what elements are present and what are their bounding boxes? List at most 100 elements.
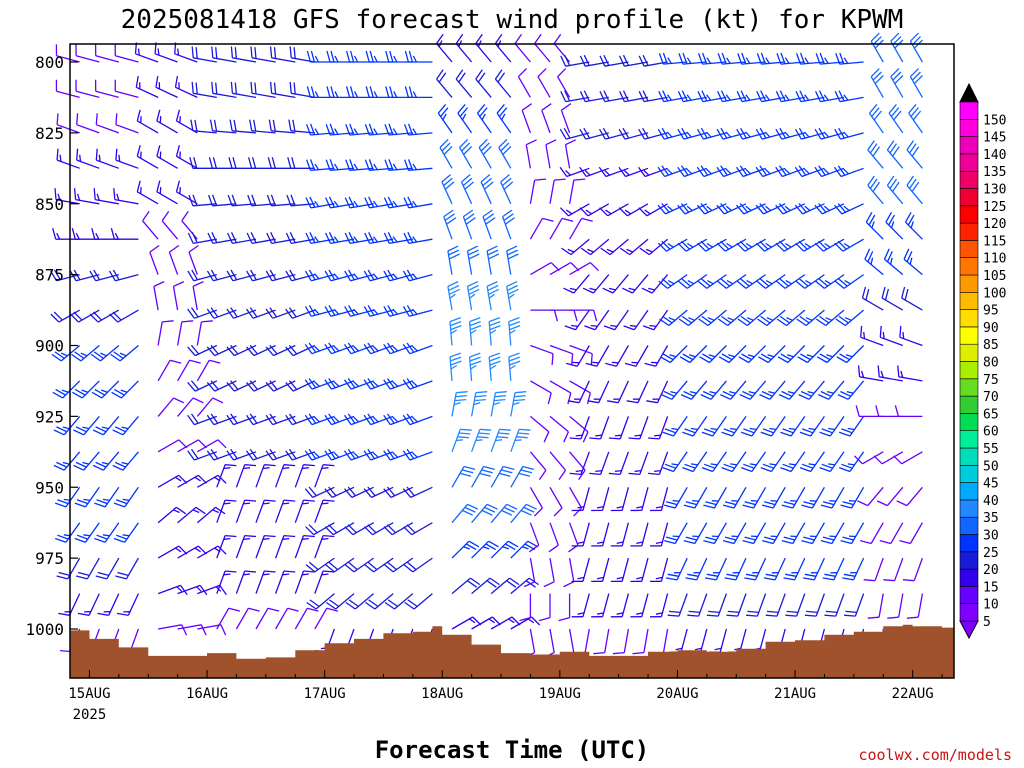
- wind-barb: [490, 503, 518, 524]
- wind-barb: [94, 486, 120, 508]
- wind-barb: [447, 281, 460, 311]
- wind-barb: [799, 416, 825, 437]
- wind-barb: [579, 127, 609, 140]
- colorbar-label: 100: [983, 286, 1006, 301]
- wind-barb: [796, 309, 825, 327]
- wind-barb: [564, 139, 577, 169]
- wind-barb: [230, 81, 257, 99]
- wind-barb: [175, 180, 198, 205]
- colorbar-max-arrow: [959, 82, 979, 103]
- colorbar-label: 125: [983, 200, 1006, 215]
- wind-barb: [896, 486, 923, 507]
- wind-barb: [815, 309, 845, 327]
- terrain-area: [70, 624, 954, 678]
- wind-barb: [112, 451, 139, 471]
- wind-barb: [175, 109, 198, 134]
- wind-barb: [157, 474, 188, 488]
- wind-barb: [508, 352, 521, 381]
- wind-barb: [475, 33, 492, 63]
- wind-barb: [161, 211, 179, 240]
- wind-barb: [436, 33, 453, 63]
- wind-barb: [468, 316, 482, 346]
- wind-barb: [881, 286, 904, 311]
- wind-barb: [510, 503, 537, 524]
- wind-barb: [174, 42, 198, 63]
- wind-barb: [648, 416, 669, 440]
- wind-barb: [314, 499, 335, 523]
- wind-barb: [569, 416, 590, 440]
- wind-barb: [678, 52, 707, 65]
- wind-barb: [115, 113, 139, 134]
- wind-barb: [844, 593, 865, 617]
- wind-barb: [443, 209, 457, 240]
- wind-barb: [857, 365, 884, 382]
- wind-barb: [97, 593, 120, 616]
- wind-barb: [525, 139, 537, 169]
- wind-barb: [255, 607, 280, 630]
- wind-barb: [216, 570, 237, 594]
- wind-barb: [680, 380, 708, 400]
- wind-barb: [701, 451, 727, 473]
- wind-barb: [699, 345, 727, 364]
- wind-barb: [383, 557, 414, 573]
- x-axis-label: Forecast Time (UTC): [375, 736, 650, 764]
- colorbar-swatch: [959, 464, 979, 483]
- wind-barb: [441, 174, 455, 205]
- colorbar-swatch: [959, 188, 979, 207]
- colorbar-swatch: [959, 499, 979, 518]
- wind-barb: [599, 203, 629, 217]
- wind-barb: [384, 593, 414, 610]
- wind-barb: [559, 127, 590, 140]
- x-tick-label: 20AUG: [656, 686, 698, 702]
- wind-barb: [488, 316, 501, 346]
- wind-barb: [756, 90, 786, 103]
- wind-barb: [599, 90, 629, 103]
- wind-barb: [860, 325, 884, 347]
- wind-barb: [646, 380, 669, 404]
- wind-barb: [736, 90, 766, 103]
- wind-barb: [530, 380, 552, 405]
- wind-barb: [870, 68, 884, 98]
- wind-barb: [490, 577, 520, 595]
- wind-barb: [274, 534, 296, 559]
- wind-barb: [55, 79, 80, 99]
- wind-barb: [538, 593, 551, 622]
- wind-barb: [294, 607, 319, 630]
- wind-barb: [908, 103, 923, 134]
- wind-barb: [75, 79, 100, 99]
- wind-barb: [191, 81, 217, 99]
- wind-barb: [632, 628, 649, 655]
- wind-barb: [876, 486, 904, 507]
- wind-barb: [867, 593, 884, 619]
- y-tick-label: 875: [35, 266, 64, 285]
- wind-barb: [50, 269, 80, 282]
- wind-barb: [835, 309, 865, 327]
- wind-barb: [285, 344, 316, 357]
- wind-barb: [602, 274, 629, 294]
- wind-barb: [157, 320, 174, 346]
- colorbar-label: 130: [983, 183, 1006, 198]
- plot-frame: [69, 43, 955, 679]
- wind-barb: [795, 274, 825, 289]
- wind-barb: [437, 103, 453, 134]
- wind-barb: [274, 464, 296, 488]
- wind-barb: [814, 127, 845, 140]
- wind-barb: [606, 380, 629, 404]
- wind-barb: [906, 593, 924, 619]
- wind-barb: [196, 320, 213, 346]
- y-tick-label: 975: [35, 549, 64, 568]
- wind-barb: [344, 557, 374, 573]
- wind-barb: [289, 46, 315, 63]
- wind-barb: [569, 451, 586, 480]
- wind-barb: [689, 628, 708, 653]
- wind-barb: [345, 593, 375, 610]
- wind-barb: [109, 309, 139, 323]
- wind-barb: [698, 309, 727, 327]
- wind-barb: [619, 238, 649, 256]
- wind-barb: [403, 196, 433, 209]
- wind-barb: [135, 75, 159, 98]
- wind-barb: [804, 593, 826, 617]
- wind-barb: [305, 123, 335, 136]
- wind-barb: [658, 90, 688, 103]
